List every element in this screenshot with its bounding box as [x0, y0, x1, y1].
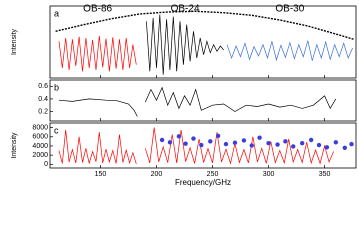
- panel-frame: [49, 122, 357, 169]
- peak-dot: [215, 133, 221, 139]
- panel-label: a: [54, 8, 59, 18]
- peak-dot: [349, 141, 354, 147]
- y-tick-label: 4000: [32, 143, 48, 150]
- peak-dot: [275, 142, 280, 147]
- panel-label: c: [54, 125, 59, 135]
- x-axis-label: Frequency/GHz: [175, 178, 231, 187]
- x-tick-label: 250: [207, 171, 219, 178]
- peak-dot: [199, 142, 204, 148]
- x-tick-label: 150: [95, 171, 107, 178]
- peak-dot: [266, 141, 271, 146]
- panel-frame: [49, 5, 357, 79]
- y-axis-label: Intensity: [11, 132, 18, 159]
- peak-dot: [308, 137, 314, 143]
- spectrum: [58, 86, 337, 117]
- peak-dot: [333, 140, 339, 145]
- peak-dot: [291, 144, 296, 149]
- spectrum: [58, 127, 334, 165]
- y-tick-label: 6000: [32, 134, 48, 141]
- peak-dot: [324, 145, 330, 150]
- y-tick-label: 0.4: [38, 96, 48, 103]
- spectrum: [58, 35, 137, 72]
- peak-dot: [249, 143, 254, 148]
- envelope: [55, 10, 354, 40]
- y-axis-label: Intensity: [11, 28, 18, 55]
- x-tick-label: 200: [151, 171, 163, 178]
- peak-dot: [316, 142, 322, 148]
- band-label: OB-86: [83, 4, 112, 15]
- peak-dot: [342, 145, 347, 150]
- peak-dot: [159, 137, 165, 143]
- panel-frame: [49, 79, 357, 122]
- peak-dot: [167, 140, 173, 145]
- peak-dot: [176, 134, 182, 139]
- peak-dot: [283, 139, 288, 144]
- y-tick-label: 8000: [32, 124, 48, 131]
- x-tick-label: 300: [263, 171, 275, 178]
- x-tick-label: 350: [319, 171, 331, 178]
- y-tick-label: 0.2: [38, 108, 48, 115]
- peak-dot: [257, 135, 262, 140]
- peak-dot: [183, 141, 188, 146]
- band-label: OB-30: [275, 4, 304, 15]
- peak-dot: [223, 141, 229, 147]
- peak-dot: [299, 141, 305, 146]
- y-tick-label: 0.6: [38, 83, 48, 90]
- figure: OB-86 OB-24 OB-30 a Intensity b 0.6 0.4 0.2 c 0 200…: [11, 4, 357, 187]
- y-tick-label: 2000: [32, 152, 48, 159]
- spectrum: [226, 40, 353, 62]
- spectrum: [146, 14, 224, 75]
- band-label: OB-24: [171, 4, 200, 15]
- peak-dot: [191, 136, 196, 141]
- peak-dot: [232, 140, 238, 145]
- peak-dot: [208, 139, 213, 144]
- peak-dot: [241, 138, 247, 143]
- y-tick-label: 0: [44, 161, 48, 168]
- panel-label: b: [54, 82, 59, 92]
